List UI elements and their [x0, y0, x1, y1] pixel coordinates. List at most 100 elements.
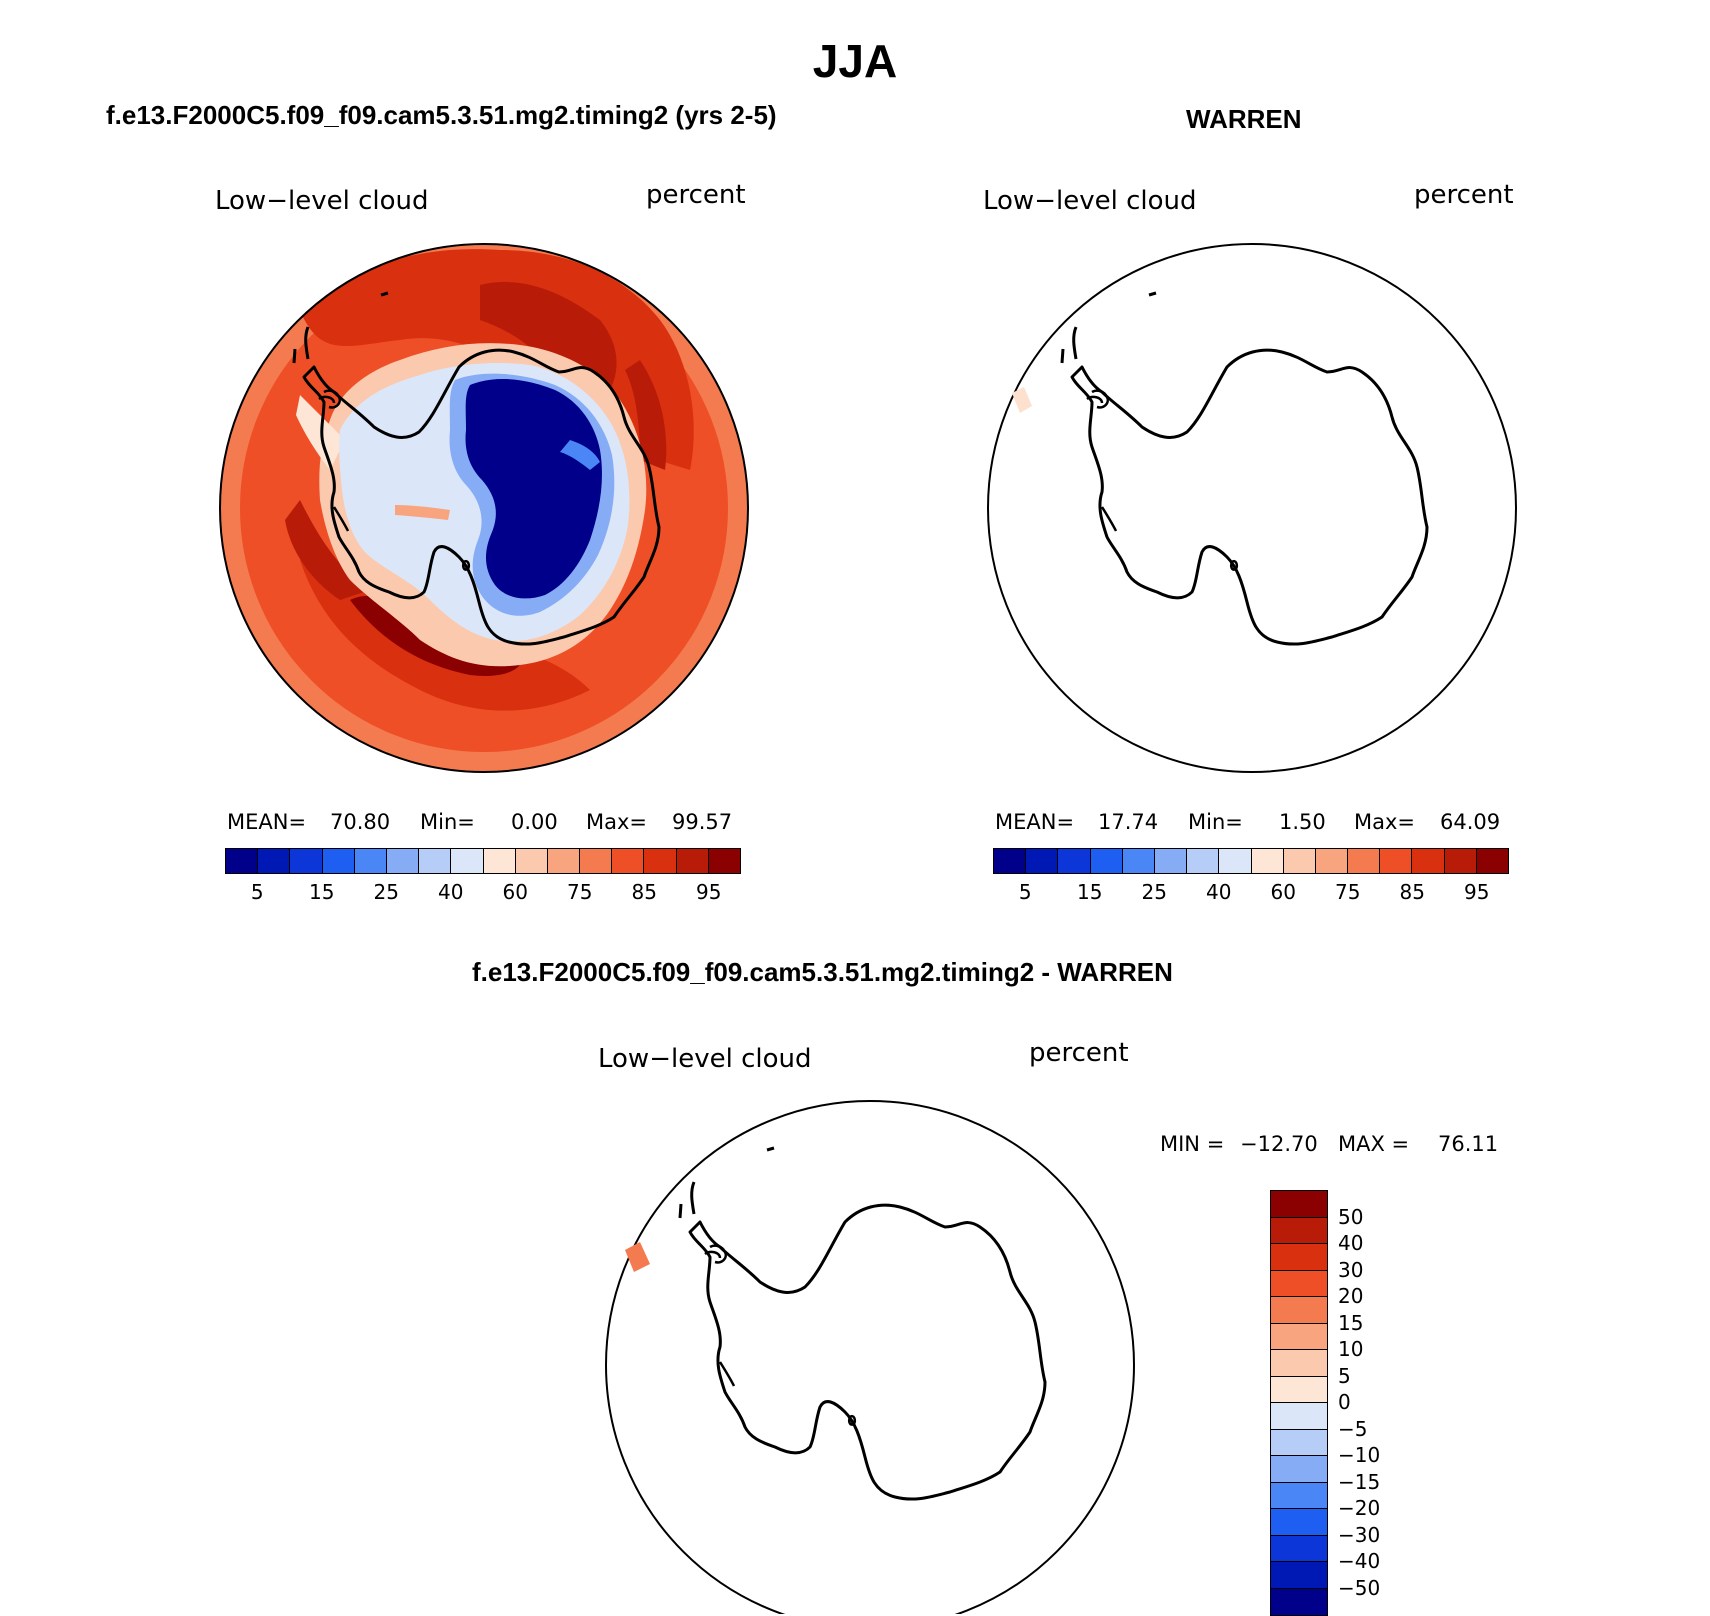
colorbar-swatch [386, 849, 420, 873]
colorbar-swatch [994, 849, 1027, 873]
figure-title: JJA [812, 35, 898, 87]
panel2-map-border [987, 243, 1517, 773]
panel3-min-value: −12.70 [1240, 1132, 1318, 1156]
colorbar-swatch [1271, 1456, 1327, 1483]
colorbar-swatch [1271, 1350, 1327, 1377]
panel3-map-border [605, 1100, 1135, 1614]
colorbar-tick-label: 5 [1018, 880, 1032, 904]
colorbar-tick-label: 25 [1141, 880, 1167, 904]
colorbar-swatch [1271, 1588, 1327, 1615]
panel1-min-value: 0.00 [511, 810, 558, 834]
panel1-mean-label: MEAN= [227, 810, 307, 834]
colorbar-swatch [1271, 1323, 1327, 1350]
panel2-max-value: 64.09 [1440, 810, 1501, 834]
colorbar-swatch [1271, 1403, 1327, 1430]
colorbar-swatch [1271, 1535, 1327, 1562]
colorbar-tick-label: −10 [1338, 1443, 1381, 1467]
colorbar-swatch [676, 849, 709, 873]
colorbar-tick-label: 40 [438, 880, 464, 904]
colorbar-swatch [1271, 1270, 1327, 1297]
panel3-data-cell [625, 1242, 650, 1272]
colorbar-tick-label: 60 [502, 880, 528, 904]
colorbar-tick-label: 25 [373, 880, 399, 904]
colorbar-swatch [419, 849, 452, 873]
colorbar-swatch [1251, 849, 1284, 873]
panel1-colorbar [225, 848, 741, 874]
colorbar-swatch [1412, 849, 1445, 873]
colorbar-swatch [1271, 1509, 1327, 1536]
colorbar-swatch [612, 849, 645, 873]
colorbar-tick-label: 75 [1335, 880, 1361, 904]
colorbar-swatch [1271, 1429, 1327, 1456]
colorbar-tick-label: 40 [1206, 880, 1232, 904]
panel1-map-border [219, 243, 749, 773]
colorbar-swatch [1187, 849, 1220, 873]
colorbar-swatch [354, 849, 387, 873]
colorbar-swatch [290, 849, 323, 873]
colorbar-swatch [1476, 849, 1508, 873]
colorbar-swatch [1271, 1244, 1327, 1271]
colorbar-tick-label: 0 [1338, 1390, 1351, 1414]
colorbar-tick-label: −40 [1338, 1549, 1381, 1573]
panel2-data-cell [1012, 387, 1032, 413]
colorbar-tick-label: 85 [631, 880, 657, 904]
colorbar-tick-label: 75 [567, 880, 593, 904]
colorbar-swatch [258, 849, 291, 873]
colorbar-swatch [1283, 849, 1316, 873]
colorbar-swatch [1026, 849, 1059, 873]
colorbar-tick-label: 95 [696, 880, 722, 904]
colorbar-swatch [1271, 1376, 1327, 1403]
panel1-max-value: 99.57 [672, 810, 733, 834]
colorbar-swatch [1271, 1562, 1327, 1589]
panel1-units-label: percent [646, 180, 746, 210]
colorbar-tick-label: −15 [1338, 1469, 1381, 1494]
panel2-max-label: Max= [1354, 810, 1416, 834]
colorbar-swatch [1058, 849, 1091, 873]
colorbar-swatch [644, 849, 677, 873]
panel2-colorbar [993, 848, 1509, 874]
panel3-max-label: MAX = [1338, 1132, 1410, 1156]
panel2-title: WARREN [1186, 104, 1302, 134]
colorbar-tick-label: 5 [1338, 1363, 1351, 1388]
panel3-colorbar [1270, 1190, 1328, 1616]
panel2-min-value: 1.50 [1279, 810, 1326, 834]
colorbar-swatch [1090, 849, 1123, 873]
panel1-title: f.e13.F2000C5.f09_f09.cam5.3.51.mg2.timi… [106, 100, 777, 130]
colorbar-swatch [1444, 849, 1477, 873]
panel2-variable-label: Low−level cloud [983, 186, 1197, 216]
panel1-max-label: Max= [586, 810, 648, 834]
colorbar-tick-label: −20 [1338, 1496, 1381, 1520]
panel2-mean-label: MEAN= [995, 810, 1075, 834]
colorbar-tick-label: −50 [1338, 1575, 1381, 1600]
panel3-title: f.e13.F2000C5.f09_f09.cam5.3.51.mg2.timi… [472, 957, 1173, 987]
colorbar-swatch [322, 849, 355, 873]
panel1-mean-value: 70.80 [330, 810, 391, 834]
colorbar-tick-label: 50 [1338, 1204, 1364, 1229]
colorbar-swatch [226, 849, 259, 873]
colorbar-swatch [1154, 849, 1188, 873]
panel3-min-label: MIN = [1160, 1132, 1225, 1156]
colorbar-swatch [1348, 849, 1381, 873]
colorbar-swatch [1271, 1297, 1327, 1324]
colorbar-swatch [1271, 1217, 1327, 1244]
panel2-mean-value: 17.74 [1098, 810, 1159, 834]
panel1-map [220, 244, 748, 772]
colorbar-tick-label: 95 [1464, 880, 1490, 904]
panel1-min-label: Min= [420, 810, 475, 834]
colorbar-swatch [1271, 1482, 1327, 1509]
colorbar-tick-label: 15 [1077, 880, 1103, 904]
colorbar-swatch [1122, 849, 1155, 873]
colorbar-swatch [515, 849, 548, 873]
colorbar-swatch [580, 849, 613, 873]
colorbar-tick-label: 20 [1338, 1284, 1364, 1308]
colorbar-tick-label: 85 [1399, 880, 1425, 904]
colorbar-swatch [1380, 849, 1413, 873]
colorbar-tick-label: 5 [250, 880, 264, 904]
colorbar-tick-label: 10 [1338, 1337, 1364, 1361]
colorbar-tick-label: −5 [1338, 1416, 1368, 1441]
panel2-units-label: percent [1414, 180, 1514, 210]
panel1-variable-label: Low−level cloud [215, 186, 429, 216]
colorbar-tick-label: −30 [1338, 1522, 1381, 1547]
panel3-units-label: percent [1029, 1038, 1129, 1068]
